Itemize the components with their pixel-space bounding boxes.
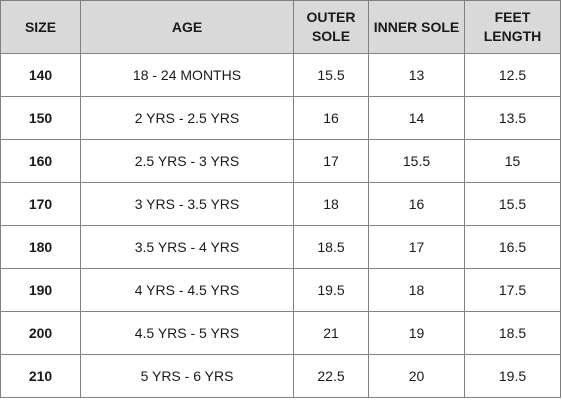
feet-length-cell: 18.5 xyxy=(464,311,561,355)
age-cell: 5 YRS - 6 YRS xyxy=(80,354,294,398)
age-cell: 3.5 YRS - 4 YRS xyxy=(80,225,294,269)
age-cell: 4.5 YRS - 5 YRS xyxy=(80,311,294,355)
size-cell: 150 xyxy=(0,96,81,140)
header-outer-sole: OUTER SOLE xyxy=(293,0,369,54)
header-size: SIZE xyxy=(0,0,81,54)
inner-sole-cell: 20 xyxy=(368,354,465,398)
feet-length-cell: 19.5 xyxy=(464,354,561,398)
feet-length-cell: 17.5 xyxy=(464,268,561,312)
outer-sole-cell: 21 xyxy=(293,311,369,355)
outer-sole-cell: 18.5 xyxy=(293,225,369,269)
feet-length-cell: 16.5 xyxy=(464,225,561,269)
header-outer-sole-line-2: SOLE xyxy=(311,28,351,44)
outer-sole-cell: 16 xyxy=(293,96,369,140)
age-cell: 3 YRS - 3.5 YRS xyxy=(80,182,294,226)
inner-sole-cell: 14 xyxy=(368,96,465,140)
size-cell: 190 xyxy=(0,268,81,312)
size-chart-table: SIZE AGE OUTER SOLE INNER SOLE FEET LENG… xyxy=(0,0,561,398)
size-cell: 140 xyxy=(0,53,81,97)
inner-sole-cell: 17 xyxy=(368,225,465,269)
outer-sole-cell: 15.5 xyxy=(293,53,369,97)
inner-sole-cell: 18 xyxy=(368,268,465,312)
table-row: 140 18 - 24 MONTHS 15.5 13 12.5 xyxy=(0,53,561,97)
size-cell: 170 xyxy=(0,182,81,226)
outer-sole-cell: 18 xyxy=(293,182,369,226)
table-row: 160 2.5 YRS - 3 YRS 17 15.5 15 xyxy=(0,139,561,183)
header-inner-sole: INNER SOLE xyxy=(368,0,465,54)
header-row: SIZE AGE OUTER SOLE INNER SOLE FEET LENG… xyxy=(0,0,561,54)
age-cell: 18 - 24 MONTHS xyxy=(80,53,294,97)
feet-length-cell: 15.5 xyxy=(464,182,561,226)
header-feet-length-line-1: FEET xyxy=(494,9,531,25)
outer-sole-cell: 17 xyxy=(293,139,369,183)
age-cell: 2 YRS - 2.5 YRS xyxy=(80,96,294,140)
inner-sole-cell: 19 xyxy=(368,311,465,355)
header-outer-sole-line-1: OUTER xyxy=(306,9,356,25)
outer-sole-cell: 19.5 xyxy=(293,268,369,312)
feet-length-cell: 15 xyxy=(464,139,561,183)
inner-sole-cell: 16 xyxy=(368,182,465,226)
table-body: 140 18 - 24 MONTHS 15.5 13 12.5 150 2 YR… xyxy=(0,53,561,398)
inner-sole-cell: 13 xyxy=(368,53,465,97)
table-row: 190 4 YRS - 4.5 YRS 19.5 18 17.5 xyxy=(0,268,561,312)
size-cell: 200 xyxy=(0,311,81,355)
table-header: SIZE AGE OUTER SOLE INNER SOLE FEET LENG… xyxy=(0,0,561,54)
table-row: 150 2 YRS - 2.5 YRS 16 14 13.5 xyxy=(0,96,561,140)
feet-length-cell: 13.5 xyxy=(464,96,561,140)
age-cell: 4 YRS - 4.5 YRS xyxy=(80,268,294,312)
feet-length-cell: 12.5 xyxy=(464,53,561,97)
size-cell: 160 xyxy=(0,139,81,183)
header-feet-length-line-2: LENGTH xyxy=(483,28,542,44)
size-cell: 180 xyxy=(0,225,81,269)
table-row: 200 4.5 YRS - 5 YRS 21 19 18.5 xyxy=(0,311,561,355)
size-cell: 210 xyxy=(0,354,81,398)
inner-sole-cell: 15.5 xyxy=(368,139,465,183)
header-feet-length: FEET LENGTH xyxy=(464,0,561,54)
table-row: 170 3 YRS - 3.5 YRS 18 16 15.5 xyxy=(0,182,561,226)
table-row: 210 5 YRS - 6 YRS 22.5 20 19.5 xyxy=(0,354,561,398)
table-row: 180 3.5 YRS - 4 YRS 18.5 17 16.5 xyxy=(0,225,561,269)
header-age: AGE xyxy=(80,0,294,54)
age-cell: 2.5 YRS - 3 YRS xyxy=(80,139,294,183)
outer-sole-cell: 22.5 xyxy=(293,354,369,398)
